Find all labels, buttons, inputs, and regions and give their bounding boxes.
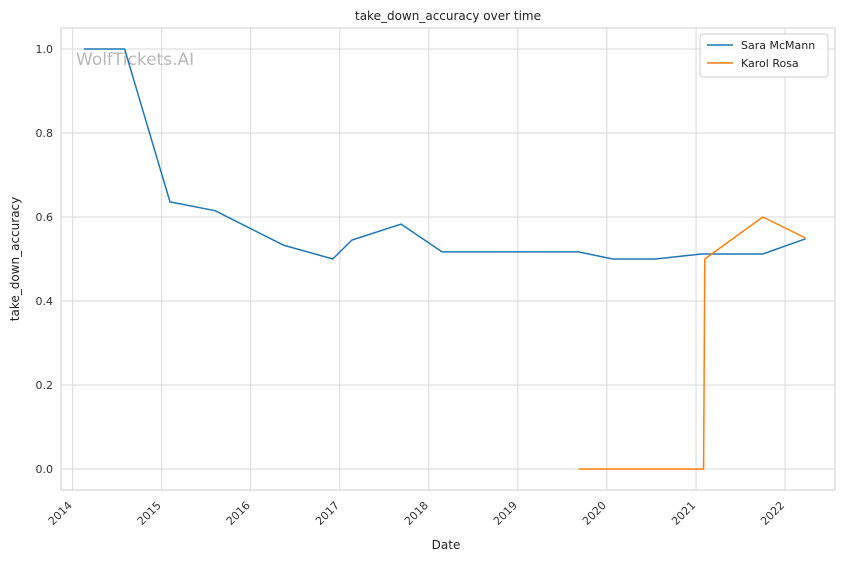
plot-area [60, 27, 836, 491]
series-lines [83, 48, 806, 470]
watermark: WolfTickets.AI [76, 50, 194, 70]
y-tick-labels: 0.0 0.2 0.4 0.6 0.8 1.0 [36, 43, 54, 476]
legend-entry-0: Sara McMann [741, 39, 815, 52]
y-axis-label: take_down_accuracy [8, 197, 22, 321]
y-tick-label: 0.6 [36, 211, 54, 224]
chart-title: take_down_accuracy over time [355, 9, 541, 23]
series-line-1 [578, 216, 806, 470]
y-tick-label: 0.0 [36, 463, 54, 476]
legend: Sara McMann Karol Rosa [699, 33, 829, 78]
legend-entry-1: Karol Rosa [741, 57, 799, 70]
x-axis-label: Date [432, 538, 461, 552]
gridlines [61, 28, 835, 490]
y-tick-label: 0.2 [36, 379, 54, 392]
y-tick-label: 0.4 [36, 295, 54, 308]
y-tick-label: 0.8 [36, 127, 54, 140]
y-tick-label: 1.0 [36, 43, 54, 56]
series-line-0 [83, 48, 806, 260]
